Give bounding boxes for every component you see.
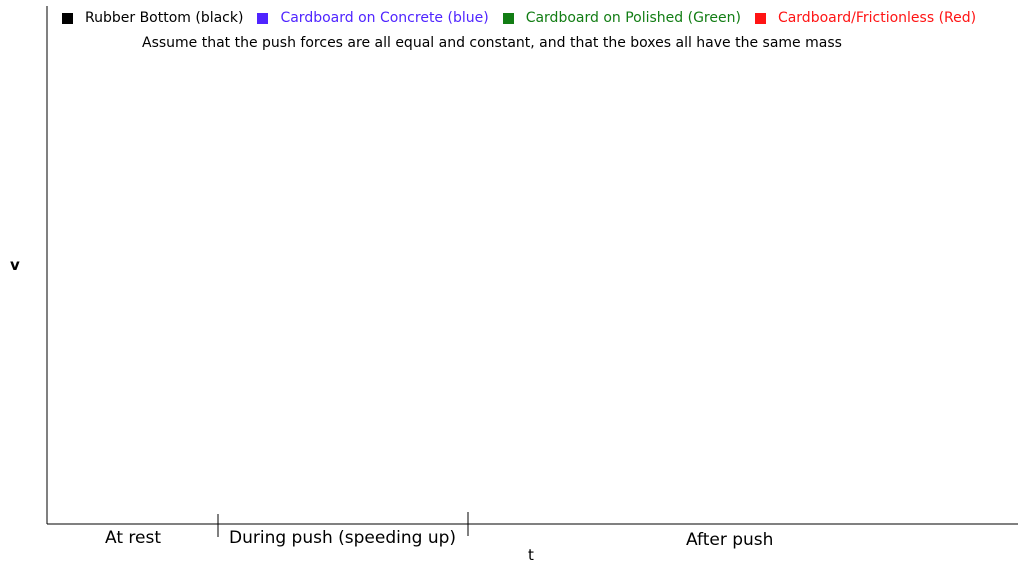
legend-label-cardboard-polished: Cardboard on Polished (Green)	[525, 10, 741, 26]
phase-label-at-rest: At rest	[105, 528, 161, 548]
legend-swatch-red	[754, 12, 766, 24]
legend-label-rubber-bottom: Rubber Bottom (black)	[85, 10, 244, 26]
assumption-note: Assume that the push forces are all equa…	[142, 35, 842, 51]
legend-label-cardboard-frictionless: Cardboard/Frictionless (Red)	[777, 10, 977, 26]
legend-item-cardboard-polished: Cardboard on Polished (Green)	[502, 10, 741, 26]
legend-item-cardboard-frictionless: Cardboard/Frictionless (Red)	[754, 10, 977, 26]
phase-label-during-push: During push (speeding up)	[229, 528, 457, 548]
y-axis-label: v	[10, 256, 20, 274]
legend-swatch-black	[62, 12, 73, 24]
phase-label-after-push: After push	[686, 530, 774, 550]
x-axis-label: t	[528, 546, 534, 564]
legend-item-rubber-bottom: Rubber Bottom (black)	[62, 10, 243, 26]
legend-swatch-green	[502, 12, 514, 24]
legend-label-cardboard-concrete: Cardboard on Concrete (blue)	[280, 10, 489, 26]
legend-item-cardboard-concrete: Cardboard on Concrete (blue)	[257, 10, 489, 26]
legend-swatch-blue	[257, 12, 269, 24]
legend: Rubber Bottom (black) Cardboard on Concr…	[62, 10, 990, 26]
